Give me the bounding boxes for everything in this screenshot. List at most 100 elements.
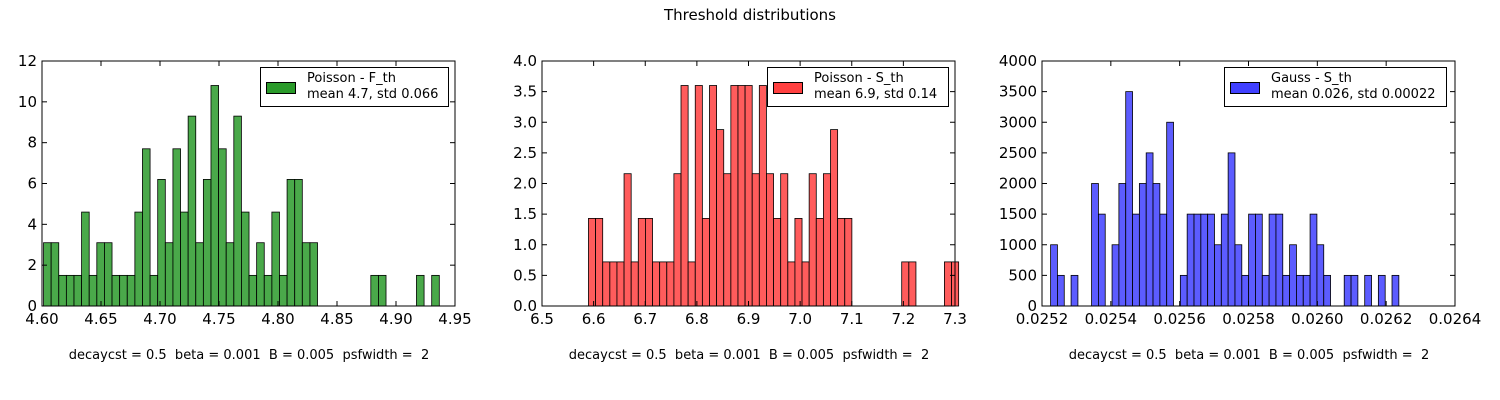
histogram-bar	[65, 274, 75, 307]
histogram-bar	[1098, 213, 1106, 307]
histogram-bar	[416, 274, 425, 307]
x-tick-label: 4.70	[143, 310, 176, 328]
histogram-bar	[723, 173, 732, 307]
histogram-f-th: 4.60 4.65 4.70 4.75 4.80 4.85 4.90 4.95 0 2 4 6 8 10 1…	[18, 52, 472, 328]
y-tick-label: 4	[27, 215, 37, 233]
y-tick-label: 3.5	[513, 83, 537, 101]
histogram-bar	[1275, 213, 1284, 307]
parameters-caption: decaycst = 0.5 beta = 0.001 B = 0.005 ps…	[568, 348, 930, 363]
histogram-bar	[1200, 213, 1209, 307]
histogram-bar	[701, 218, 710, 307]
y-tick-label: 2.5	[513, 144, 537, 162]
histogram-bar	[1391, 274, 1400, 307]
legend-swatch	[1230, 82, 1260, 94]
histogram-bar	[822, 173, 831, 307]
y-tick-label: 6	[27, 175, 37, 193]
histogram-bar	[1323, 274, 1331, 307]
histogram-bar	[716, 129, 725, 307]
histogram-bar	[1255, 213, 1263, 307]
histogram-bar	[737, 85, 746, 307]
y-tick-label: 3.0	[513, 113, 537, 131]
histogram-bar	[830, 129, 839, 307]
histogram-bar	[944, 261, 952, 307]
histogram-bar	[1057, 274, 1065, 307]
legend-f-th: Poisson - F_th mean 4.7, std 0.066	[260, 67, 449, 107]
histogram-bar	[309, 242, 318, 307]
histogram-bar	[1125, 91, 1133, 307]
histogram-bar	[844, 218, 853, 307]
histogram-bar	[1220, 213, 1229, 307]
histogram-bar	[1145, 152, 1154, 307]
histogram-bar	[623, 173, 632, 307]
histogram-bar	[96, 242, 105, 307]
legend-swatch	[266, 82, 296, 94]
histogram-bar	[815, 218, 824, 307]
histogram-bar	[1159, 213, 1168, 307]
chart-panel-s-th-gauss: 0.0252 0.0254 0.0256 0.0258 0.0260 0.0262 0.02…	[999, 0, 1500, 400]
legend-swatch	[773, 82, 803, 94]
histogram-bar	[1343, 274, 1352, 307]
histogram-bar	[908, 261, 917, 307]
x-tick-label: 7.0	[788, 310, 812, 328]
histogram-bar	[1289, 244, 1297, 307]
y-tick-label: 500	[1008, 266, 1037, 284]
bars	[1050, 91, 1400, 307]
histogram-bar	[164, 242, 174, 307]
histogram-s-th-gauss: 0.0252 0.0254 0.0256 0.0258 0.0260 0.0262 0.02…	[999, 52, 1481, 328]
y-tick-label: 0	[27, 297, 37, 315]
histogram-bar	[256, 242, 265, 307]
chart-panel-f-th: 4.60 4.65 4.70 4.75 4.80 4.85 4.90 4.95 0 2 4 6 8 10 1…	[0, 0, 500, 400]
histogram-bar	[370, 274, 379, 307]
legend-label: Poisson - F_th	[307, 71, 396, 86]
histogram-bar	[1296, 274, 1304, 307]
histogram-bar	[1302, 274, 1311, 307]
x-tick-label: 0.0260	[1291, 310, 1344, 328]
histogram-bar	[1186, 213, 1195, 307]
histogram-bar	[801, 261, 810, 307]
histogram-bar	[808, 173, 817, 307]
legend-s-th-poisson: Poisson - S_th mean 6.9, std 0.14	[767, 67, 949, 107]
x-tick-label: 6.5	[530, 310, 554, 328]
x-tick-label: 7.1	[840, 310, 864, 328]
y-tick-label: 2500	[999, 144, 1037, 162]
x-tick-label: 6.9	[737, 310, 761, 328]
histogram-bar	[659, 261, 668, 307]
histogram-bar	[88, 274, 98, 307]
legend-label: Gauss - S_th	[1271, 71, 1352, 86]
histogram-bar	[202, 179, 212, 307]
histogram-bar	[210, 85, 219, 307]
histogram-bar	[616, 261, 625, 307]
histogram-bar	[1316, 244, 1325, 307]
histogram-bar	[73, 274, 82, 307]
histogram-bar	[758, 85, 767, 307]
histogram-bar	[1309, 213, 1318, 307]
legend-stats: mean 6.9, std 0.14	[814, 87, 938, 102]
histogram-bar	[1241, 274, 1250, 307]
histogram-bar	[134, 211, 143, 307]
x-tick-label: 7.2	[891, 310, 915, 328]
histogram-bar	[680, 85, 689, 307]
histogram-bar	[645, 218, 653, 307]
x-tick-label: 4.90	[379, 310, 412, 328]
y-tick-label: 4000	[999, 52, 1037, 70]
y-tick-label: 3500	[999, 83, 1037, 101]
histogram-bar	[119, 274, 128, 307]
histogram-bar	[630, 261, 639, 307]
histogram-bar	[1227, 152, 1236, 307]
histogram-bar	[248, 274, 258, 307]
histogram-bar	[81, 211, 90, 307]
histogram-bar	[1091, 183, 1099, 307]
histogram-bar	[50, 242, 60, 307]
histogram-bar	[301, 242, 311, 307]
histogram-bar	[1166, 121, 1174, 307]
histogram-bar	[744, 85, 753, 307]
histogram-bar	[1248, 213, 1256, 307]
histogram-bar	[1234, 244, 1243, 307]
histogram-bar	[602, 261, 611, 307]
histogram-bar	[43, 242, 52, 307]
histogram-bar	[1111, 244, 1120, 307]
y-tick-label: 12	[18, 52, 37, 70]
histogram-bar	[218, 148, 227, 307]
histogram-bar	[1118, 183, 1127, 307]
histogram-bar	[157, 179, 166, 307]
